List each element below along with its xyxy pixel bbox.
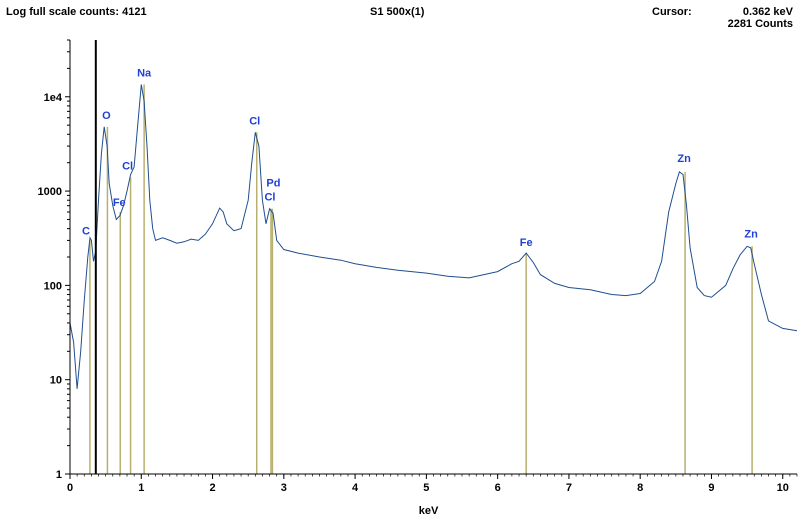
y-tick-label-4: 1e4 xyxy=(44,92,63,104)
x-tick-label-4: 4 xyxy=(352,482,359,494)
x-tick-label-10: 10 xyxy=(777,482,789,494)
y-tick-label-1: 10 xyxy=(50,375,62,387)
peak-label-7: Cl xyxy=(264,192,275,204)
full-scale-counts-label: Log full scale counts: 4121 xyxy=(6,6,147,18)
y-tick-label-0: 1 xyxy=(56,469,62,481)
x-tick-label-5: 5 xyxy=(423,482,429,494)
peak-label-8: Fe xyxy=(520,237,533,249)
peak-label-2: Fe xyxy=(113,197,126,209)
peak-label-0: C xyxy=(82,225,90,237)
peak-marker-lines xyxy=(89,84,753,474)
x-tick-label-1: 1 xyxy=(138,482,144,494)
peak-label-5: Cl xyxy=(249,115,260,127)
cursor-counts: 2281 Counts xyxy=(727,18,793,30)
cursor-readout: 0.362 keV 2281 Counts xyxy=(728,6,793,30)
y-tick-label-3: 1000 xyxy=(38,186,62,198)
peak-label-6: Pd xyxy=(266,178,280,190)
x-tick-label-3: 3 xyxy=(281,482,287,494)
cursor-energy: 0.362 keV xyxy=(742,6,793,18)
x-tick-label-0: 0 xyxy=(67,482,73,494)
cursor-label: Cursor: xyxy=(652,6,692,18)
x-tick-label-2: 2 xyxy=(209,482,215,494)
x-tick-label-7: 7 xyxy=(566,482,572,494)
x-tick-label-9: 9 xyxy=(708,482,714,494)
x-axis-label: keV xyxy=(419,505,439,517)
peak-label-1: O xyxy=(102,110,111,122)
peak-labels: C O Fe Cl Na Cl Pd Cl Fe Zn Zn xyxy=(82,67,758,249)
peak-label-3: Cl xyxy=(122,160,133,172)
spectrum-line xyxy=(69,84,798,389)
x-tick-label-8: 8 xyxy=(637,482,643,494)
peak-label-4: Na xyxy=(137,67,152,79)
x-tick-label-6: 6 xyxy=(495,482,501,494)
peak-label-9: Zn xyxy=(677,153,691,165)
y-tick-label-2: 100 xyxy=(44,280,62,292)
peak-label-10: Zn xyxy=(744,228,758,240)
spectrum-title: S1 500x(1) xyxy=(370,6,425,18)
